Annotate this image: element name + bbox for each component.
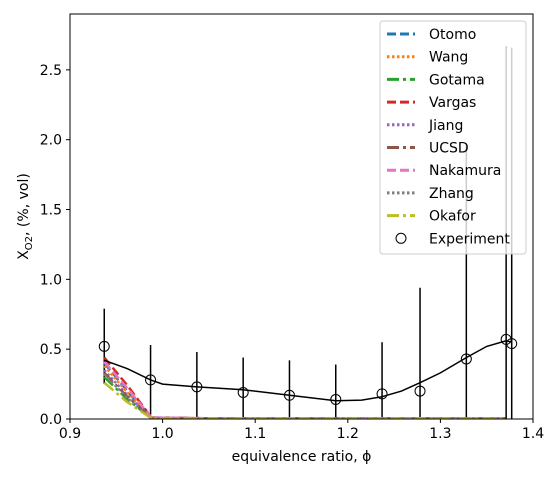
series-line-ucsd: [103, 372, 506, 419]
legend: Otomo Wang Gotama Vargas Jiang UCSD Nakamura Zh…: [379, 20, 527, 255]
y-tick-label: 1.0: [40, 272, 62, 288]
x-tick-label: 1.3: [429, 426, 451, 442]
x-axis-title: equivalence ratio, ϕ: [232, 449, 372, 465]
legend-label: Experiment: [429, 231, 510, 247]
experiment-point: [191, 381, 203, 393]
experiment-point: [145, 374, 157, 386]
y-tick-label: 0.0: [40, 412, 62, 428]
y-tick-label: 0.5: [40, 342, 62, 358]
legend-label: Jiang: [428, 118, 463, 134]
legend-label: Okafor: [429, 209, 476, 225]
legend-label: Vargas: [429, 95, 476, 111]
x-tick-label: 1.1: [244, 426, 266, 442]
experiment-point: [237, 386, 249, 398]
legend-label: UCSD: [429, 141, 469, 157]
legend-label: Otomo: [429, 27, 476, 43]
experiment-point: [500, 333, 512, 345]
experiment-point: [460, 353, 472, 365]
legend-label: Gotama: [429, 72, 485, 88]
experiment-point: [283, 389, 295, 401]
y-axis-title-main: X: [16, 250, 32, 260]
y-tick-label: 2.5: [40, 63, 62, 79]
legend-label: Zhang: [429, 186, 474, 202]
y-axis-title-subscript: O2: [24, 236, 35, 250]
x-tick-label: 1.0: [151, 426, 173, 442]
experiment-point: [376, 388, 388, 400]
experiment-point: [414, 385, 426, 397]
axes-frame: [69, 13, 534, 420]
legend-label: Nakamura: [429, 163, 501, 179]
series-line-vargas: [103, 356, 506, 419]
legend-label: Wang: [429, 50, 468, 66]
legend-box: [379, 20, 527, 255]
y-tick-label: 1.5: [40, 203, 62, 219]
y-axis-title: XO2, (%, vol): [16, 173, 35, 260]
series-line-okafor: [103, 381, 506, 419]
series-line-jiang: [103, 369, 506, 419]
y-tick-label: 2.0: [40, 133, 62, 149]
experiment-point: [98, 340, 110, 352]
experiment-point: [506, 338, 518, 350]
x-tick-label: 1.2: [337, 426, 359, 442]
y-axis-title-unit: , (%, vol): [16, 173, 32, 236]
experiment-trend-line: [104, 340, 512, 402]
series-line-otomo: [103, 362, 506, 419]
series-line-wang: [103, 365, 506, 419]
axes: 0.9 1.0 1.1 1.2 1.3 1.4 0.0 0.5 1.0 1.5 2.0 2.5: [40, 13, 544, 442]
x-tick-label: 0.9: [59, 426, 81, 442]
legend-swatch-experiment: [395, 232, 407, 244]
experiment-point: [330, 393, 342, 405]
x-tick-label: 1.4: [522, 426, 544, 442]
